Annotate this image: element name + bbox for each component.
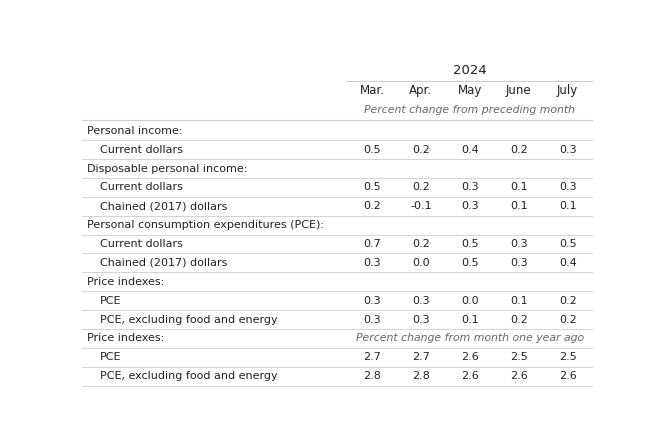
Text: 2.6: 2.6	[461, 352, 478, 362]
Text: PCE, excluding food and energy: PCE, excluding food and energy	[100, 371, 278, 381]
Text: July: July	[557, 84, 578, 97]
Text: 0.3: 0.3	[559, 183, 576, 192]
Text: 0.2: 0.2	[363, 201, 381, 212]
Text: 0.1: 0.1	[510, 201, 528, 212]
Text: 0.2: 0.2	[559, 296, 576, 305]
Text: 0.2: 0.2	[510, 315, 528, 325]
Text: 2.6: 2.6	[559, 371, 576, 381]
Text: Price indexes:: Price indexes:	[88, 277, 164, 287]
Text: 0.0: 0.0	[412, 258, 430, 268]
Text: 2.6: 2.6	[510, 371, 528, 381]
Text: 0.4: 0.4	[559, 258, 576, 268]
Text: 0.5: 0.5	[363, 183, 381, 192]
Text: 2.6: 2.6	[461, 371, 478, 381]
Text: Disposable personal income:: Disposable personal income:	[88, 163, 247, 173]
Text: 2.5: 2.5	[559, 352, 576, 362]
Text: 0.3: 0.3	[510, 239, 528, 249]
Text: Personal income:: Personal income:	[88, 126, 183, 136]
Text: 0.3: 0.3	[559, 145, 576, 155]
Text: Personal consumption expenditures (PCE):: Personal consumption expenditures (PCE):	[88, 220, 324, 230]
Text: Apr.: Apr.	[409, 84, 432, 97]
Text: Chained (2017) dollars: Chained (2017) dollars	[100, 201, 228, 212]
Text: 2.5: 2.5	[510, 352, 528, 362]
Text: Price indexes:: Price indexes:	[88, 333, 164, 343]
Text: 0.2: 0.2	[412, 183, 430, 192]
Text: May: May	[457, 84, 482, 97]
Text: 0.0: 0.0	[461, 296, 478, 305]
Text: 0.5: 0.5	[461, 258, 478, 268]
Text: 0.5: 0.5	[461, 239, 478, 249]
Text: 2.7: 2.7	[412, 352, 430, 362]
Text: 0.2: 0.2	[510, 145, 528, 155]
Text: 0.3: 0.3	[363, 296, 381, 305]
Text: -0.1: -0.1	[410, 201, 432, 212]
Text: 0.1: 0.1	[559, 201, 576, 212]
Text: 0.3: 0.3	[363, 258, 381, 268]
Text: 0.5: 0.5	[559, 239, 576, 249]
Text: 0.3: 0.3	[461, 201, 478, 212]
Text: 0.3: 0.3	[363, 315, 381, 325]
Text: Mar.: Mar.	[359, 84, 384, 97]
Text: Percent change from preceding month: Percent change from preceding month	[365, 104, 575, 114]
Text: Current dollars: Current dollars	[100, 145, 183, 155]
Text: PCE: PCE	[100, 296, 122, 305]
Text: 0.5: 0.5	[363, 145, 381, 155]
Text: 0.2: 0.2	[559, 315, 576, 325]
Text: Chained (2017) dollars: Chained (2017) dollars	[100, 258, 228, 268]
Text: PCE, excluding food and energy: PCE, excluding food and energy	[100, 315, 278, 325]
Text: 0.3: 0.3	[461, 183, 478, 192]
Text: 0.1: 0.1	[461, 315, 478, 325]
Text: Percent change from month one year ago: Percent change from month one year ago	[356, 333, 584, 343]
Text: 0.4: 0.4	[461, 145, 478, 155]
Text: 0.3: 0.3	[510, 258, 528, 268]
Text: 0.7: 0.7	[363, 239, 381, 249]
Text: 2.8: 2.8	[363, 371, 381, 381]
Text: Current dollars: Current dollars	[100, 183, 183, 192]
Text: 2.7: 2.7	[363, 352, 381, 362]
Text: 0.3: 0.3	[412, 315, 430, 325]
Text: 0.2: 0.2	[412, 239, 430, 249]
Text: 0.1: 0.1	[510, 183, 528, 192]
Text: 0.3: 0.3	[412, 296, 430, 305]
Text: PCE: PCE	[100, 352, 122, 362]
Text: 0.1: 0.1	[510, 296, 528, 305]
Text: June: June	[506, 84, 532, 97]
Text: Current dollars: Current dollars	[100, 239, 183, 249]
Text: 0.2: 0.2	[412, 145, 430, 155]
Text: 2024: 2024	[453, 64, 487, 77]
Text: 2.8: 2.8	[412, 371, 430, 381]
